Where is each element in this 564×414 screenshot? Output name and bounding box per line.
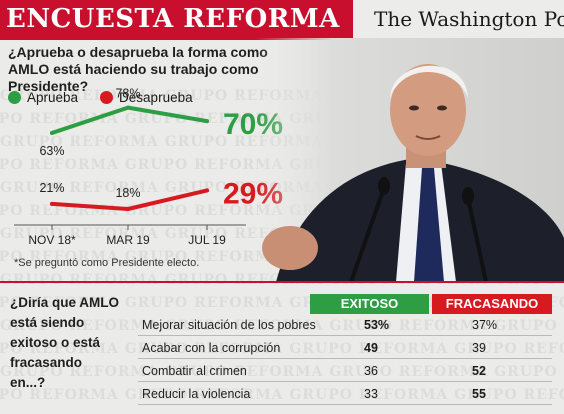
president-photo [256, 38, 564, 282]
data-point [205, 119, 209, 124]
column-header-fracasando: FRACASANDO [432, 294, 552, 314]
data-label: 21% [39, 181, 64, 195]
legend-label-aprueba: Aprueba [27, 90, 79, 105]
row-label: Mejorar situación de los pobres [142, 318, 316, 332]
header-banner: ENCUESTA REFORMA [0, 0, 353, 40]
column-header-exitoso: EXITOSO [310, 294, 429, 314]
question-approval: ¿Aprueba o desaprueba la forma como AMLO… [8, 44, 268, 94]
chart-footnote: *Se preguntó como Presidente electo. [14, 257, 200, 269]
legend-item-desaprueba: Desaprueba [100, 90, 193, 105]
section-divider [0, 281, 564, 283]
value-fracasando: 52 [472, 364, 486, 378]
data-point [126, 105, 130, 110]
brand-banner [353, 0, 564, 40]
table-row: Combatir al crimen 36 52 [138, 361, 552, 382]
value-exitoso: 49 [364, 341, 378, 355]
chart-legend: Aprueba Desaprueba [8, 90, 215, 105]
data-point [126, 207, 130, 211]
brand-logo: The Washington Post [374, 7, 564, 31]
question-success: ¿Diría que AMLO está siendo exitoso o es… [10, 295, 120, 390]
value-fracasando: 39 [472, 341, 486, 355]
row-label: Reducir la violencia [142, 387, 251, 401]
value-fracasando: 55 [472, 387, 486, 401]
row-label: Combatir al crimen [142, 364, 247, 378]
row-label: Acabar con la corrupción [142, 341, 281, 355]
x-tick-label: NOV 18* [28, 233, 76, 247]
data-label: 18% [115, 186, 140, 200]
header-title: ENCUESTA REFORMA [6, 4, 340, 34]
data-point [50, 201, 54, 206]
legend-item-aprueba: Aprueba [8, 90, 78, 105]
legend-marker-desaprueba [100, 91, 114, 104]
data-point [50, 130, 54, 135]
value-exitoso: 53% [364, 318, 390, 332]
table-row: Acabar con la corrupción 49 39 [138, 338, 552, 359]
value-fracasando: 37% [472, 318, 498, 332]
data-label: 63% [39, 144, 64, 158]
data-point [205, 188, 209, 193]
value-exitoso: 36 [364, 364, 378, 378]
x-tick-label: MAR 19 [106, 233, 150, 247]
value-exitoso: 33 [364, 387, 378, 401]
legend-label-desaprueba: Desaprueba [119, 90, 193, 105]
table-row: Reducir la violencia 33 55 [138, 384, 552, 405]
legend-marker-aprueba [8, 91, 21, 104]
table-row: Mejorar situación de los pobres 53% 37% [138, 315, 552, 336]
series-line-aprueba [50, 105, 209, 135]
x-tick-label: JUL 19 [188, 233, 226, 247]
data-label: 78% [115, 87, 140, 101]
